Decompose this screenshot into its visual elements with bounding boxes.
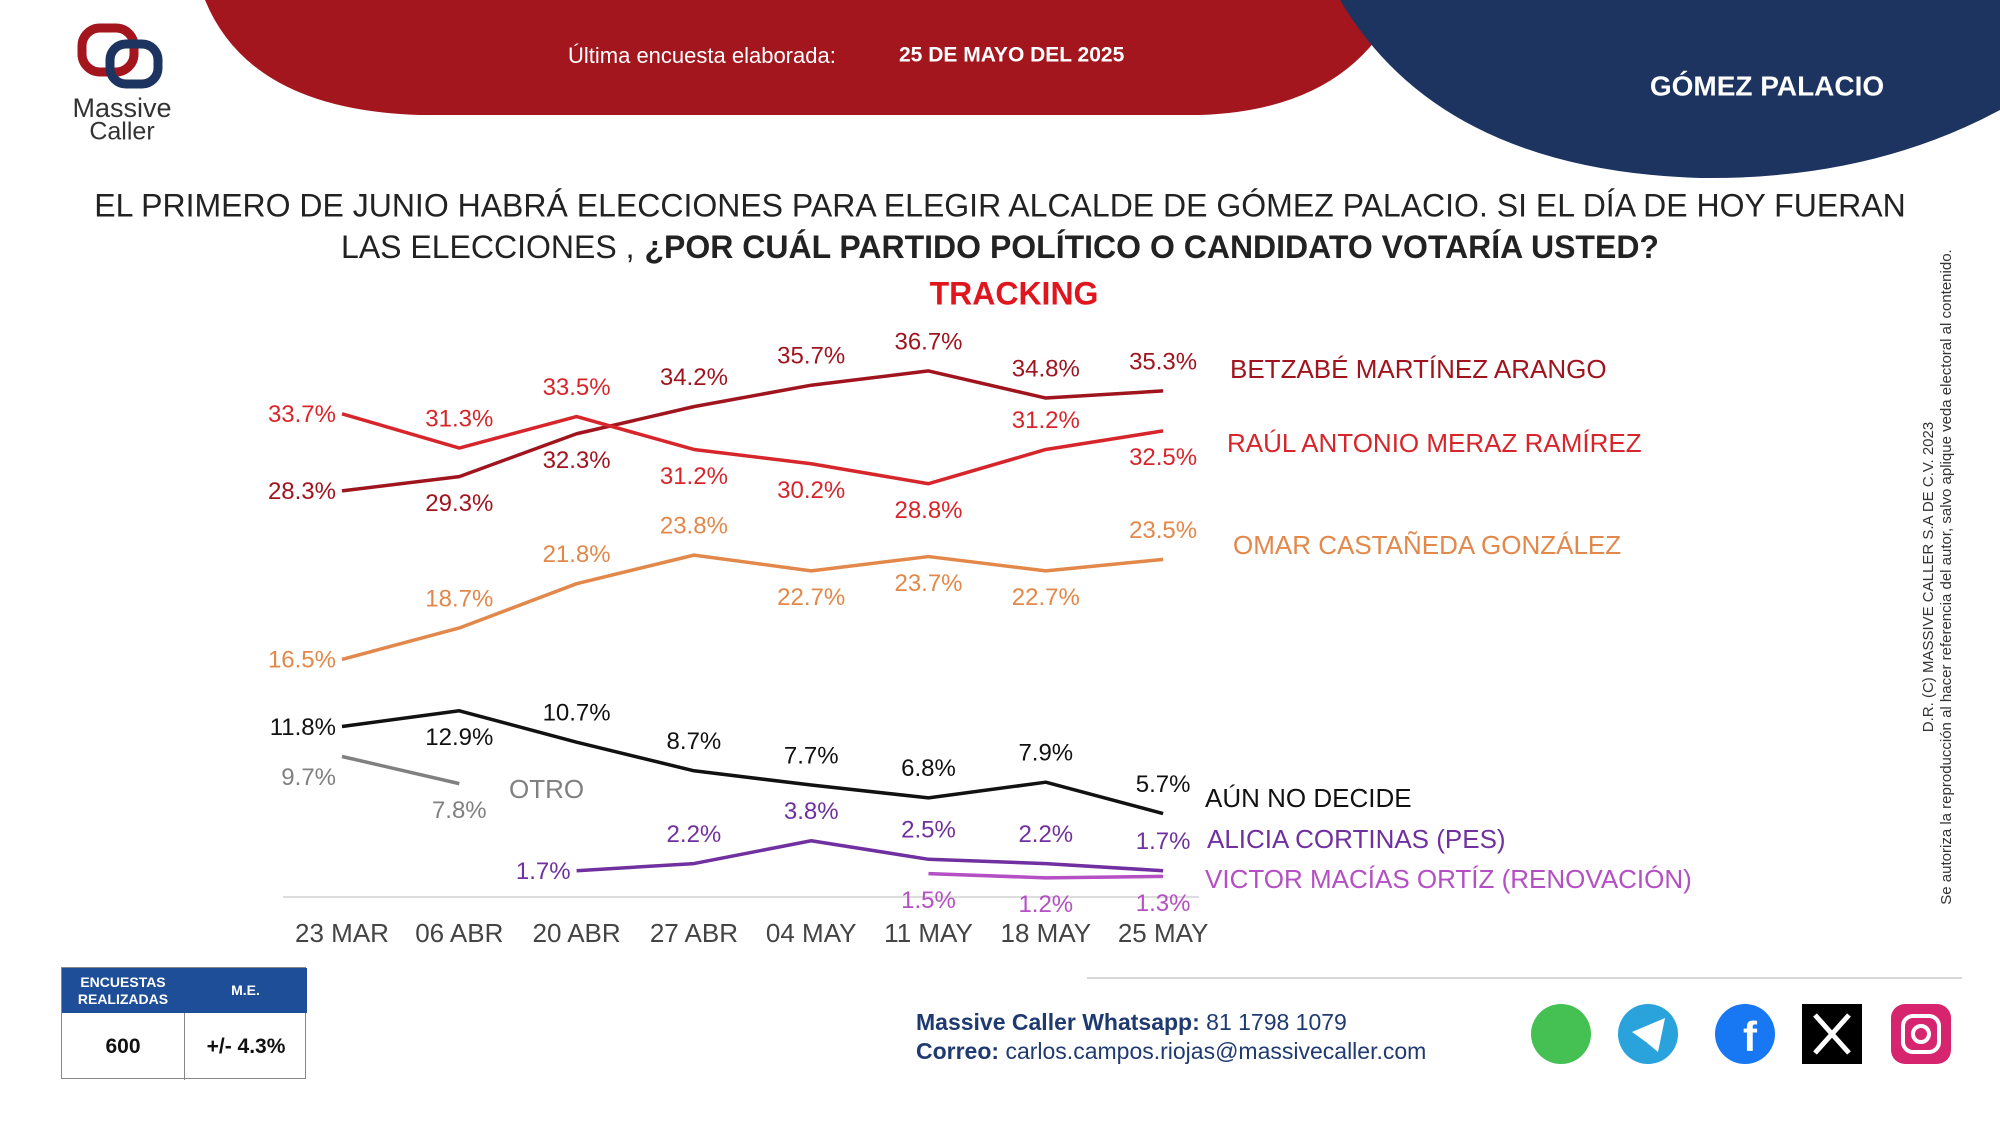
x-tick-label: 11 MAY bbox=[884, 918, 973, 948]
data-label: 1.7% bbox=[516, 858, 571, 885]
contact-value: carlos.campos.riojas@massivecaller.com bbox=[1005, 1038, 1427, 1064]
copyright: D.R. (C) MASSIVE CALLER S.A DE C.V. 2023 bbox=[1920, 422, 1937, 732]
x-tick-label: 04 MAY bbox=[766, 918, 857, 948]
data-label: 1.7% bbox=[1136, 828, 1191, 855]
data-label: 18.7% bbox=[425, 585, 493, 612]
data-label: 33.5% bbox=[543, 374, 611, 401]
series-line bbox=[341, 754, 460, 786]
data-label: 7.9% bbox=[1018, 740, 1073, 767]
instagram-icon[interactable] bbox=[1891, 1004, 1951, 1064]
data-label: 1.2% bbox=[1018, 891, 1073, 918]
header-arc bbox=[1340, 0, 2000, 179]
series-line bbox=[341, 553, 1164, 662]
logo bbox=[77, 23, 163, 89]
data-label: 7.8% bbox=[432, 797, 487, 824]
series-line bbox=[576, 838, 1164, 873]
data-label: 10.7% bbox=[543, 700, 611, 727]
data-label: 31.3% bbox=[425, 405, 493, 432]
svg-text:f: f bbox=[1743, 1013, 1758, 1060]
copyright: Se autoriza la reproducción al hacer ref… bbox=[1938, 249, 1955, 904]
data-label: 35.7% bbox=[777, 343, 845, 370]
data-label: 30.2% bbox=[777, 477, 845, 504]
data-label: 22.7% bbox=[777, 584, 845, 611]
data-label: 34.2% bbox=[660, 364, 728, 391]
question-emphasis: ¿POR CUÁL PARTIDO POLÍTICO O CANDIDATO V… bbox=[644, 229, 1659, 265]
survey-date: 25 DE MAYO DEL 2025 bbox=[899, 44, 1125, 67]
data-label: 16.5% bbox=[268, 647, 336, 674]
table-cell: +/- 4.3% bbox=[184, 1013, 307, 1080]
x-tick-label: 23 MAR bbox=[295, 918, 389, 948]
x-tick-label: 18 MAY bbox=[1001, 918, 1092, 948]
question-text: LAS ELECCIONES , bbox=[341, 229, 634, 265]
data-label: 8.7% bbox=[667, 728, 722, 755]
series-label: OTRO bbox=[509, 774, 584, 804]
data-label: 28.3% bbox=[268, 478, 336, 505]
data-label: 31.2% bbox=[1012, 407, 1080, 434]
series-line bbox=[341, 412, 1164, 486]
survey-label: Última encuesta elaborada: bbox=[568, 43, 836, 68]
contact-label: Massive Caller Whatsapp: bbox=[916, 1009, 1200, 1035]
whatsapp-icon[interactable] bbox=[1531, 1004, 1591, 1064]
data-label: 1.5% bbox=[901, 887, 956, 914]
data-label: 23.5% bbox=[1129, 517, 1197, 544]
table-header: ENCUESTAS REALIZADAS bbox=[62, 968, 184, 1013]
series-line bbox=[928, 871, 1164, 880]
logo-text: Massive bbox=[72, 93, 171, 123]
question-line: EL PRIMERO DE JUNIO HABRÁ ELECCIONES PAR… bbox=[94, 187, 1905, 223]
x-tick-label: 25 MAY bbox=[1118, 918, 1209, 948]
data-label: 2.2% bbox=[667, 821, 722, 848]
data-label: 33.7% bbox=[268, 401, 336, 428]
series-label: BETZABÉ MARTÍNEZ ARANGO bbox=[1230, 354, 1607, 384]
series-label: RAÚL ANTONIO MERAZ RAMÍREZ bbox=[1227, 428, 1642, 458]
table-header: M.E. bbox=[184, 968, 307, 1013]
data-label: 12.9% bbox=[425, 724, 493, 751]
contact-value: 81 1798 1079 bbox=[1206, 1009, 1347, 1035]
contact-line: Correo: carlos.campos.riojas@massivecall… bbox=[916, 1037, 1426, 1066]
data-label: 23.7% bbox=[894, 570, 962, 597]
x-tick-label: 20 ABR bbox=[533, 918, 621, 948]
data-label: 34.8% bbox=[1012, 355, 1080, 382]
series-line bbox=[341, 709, 1164, 816]
data-label: 5.7% bbox=[1136, 771, 1191, 798]
social-icons: f bbox=[1531, 1004, 1951, 1064]
data-label: 36.7% bbox=[894, 328, 962, 355]
data-label: 2.2% bbox=[1018, 821, 1073, 848]
data-label: 2.5% bbox=[901, 817, 956, 844]
data-label: 3.8% bbox=[784, 798, 839, 825]
facebook-icon[interactable] bbox=[1715, 1004, 1775, 1064]
question-line: LAS ELECCIONES , ¿POR CUÁL PARTIDO POLÍTI… bbox=[341, 229, 1659, 265]
contact-line: Massive Caller Whatsapp: 81 1798 1079 bbox=[916, 1008, 1426, 1037]
data-label: 23.8% bbox=[660, 512, 728, 539]
header-band bbox=[205, 0, 1400, 115]
series-label: AÚN NO DECIDE bbox=[1205, 783, 1412, 813]
x-tick-label: 27 ABR bbox=[650, 918, 738, 948]
series-label: ALICIA CORTINAS (PES) bbox=[1207, 824, 1506, 854]
data-label: 35.3% bbox=[1129, 348, 1197, 375]
contact-label: Correo: bbox=[916, 1038, 1000, 1064]
data-label: 1.3% bbox=[1136, 890, 1191, 917]
chart-title: TRACKING bbox=[930, 275, 1099, 311]
data-label: 21.8% bbox=[543, 541, 611, 568]
x-tick-label: 06 ABR bbox=[415, 918, 503, 948]
data-label: 7.7% bbox=[784, 742, 839, 769]
data-label: 31.2% bbox=[660, 463, 728, 490]
data-label: 9.7% bbox=[281, 764, 336, 791]
survey-table: ENCUESTAS REALIZADAS M.E. 600 +/- 4.3% bbox=[61, 967, 307, 1080]
data-label: 22.7% bbox=[1012, 584, 1080, 611]
series-line bbox=[341, 369, 1164, 493]
logo-text: Caller bbox=[89, 118, 154, 146]
data-label: 32.3% bbox=[543, 447, 611, 474]
series-label: VICTOR MACÍAS ORTÍZ (RENOVACIÓN) bbox=[1205, 864, 1692, 894]
data-label: 29.3% bbox=[425, 490, 493, 517]
data-label: 6.8% bbox=[901, 755, 956, 782]
data-label: 28.8% bbox=[894, 497, 962, 524]
contact: Massive Caller Whatsapp: 81 1798 1079 Co… bbox=[916, 1008, 1426, 1066]
table-cell: 600 bbox=[105, 1034, 141, 1058]
data-label: 32.5% bbox=[1129, 444, 1197, 471]
region: GÓMEZ PALACIO bbox=[1650, 70, 1884, 101]
series-label: OMAR CASTAÑEDA GONZÁLEZ bbox=[1233, 530, 1621, 560]
data-label: 11.8% bbox=[270, 714, 336, 741]
